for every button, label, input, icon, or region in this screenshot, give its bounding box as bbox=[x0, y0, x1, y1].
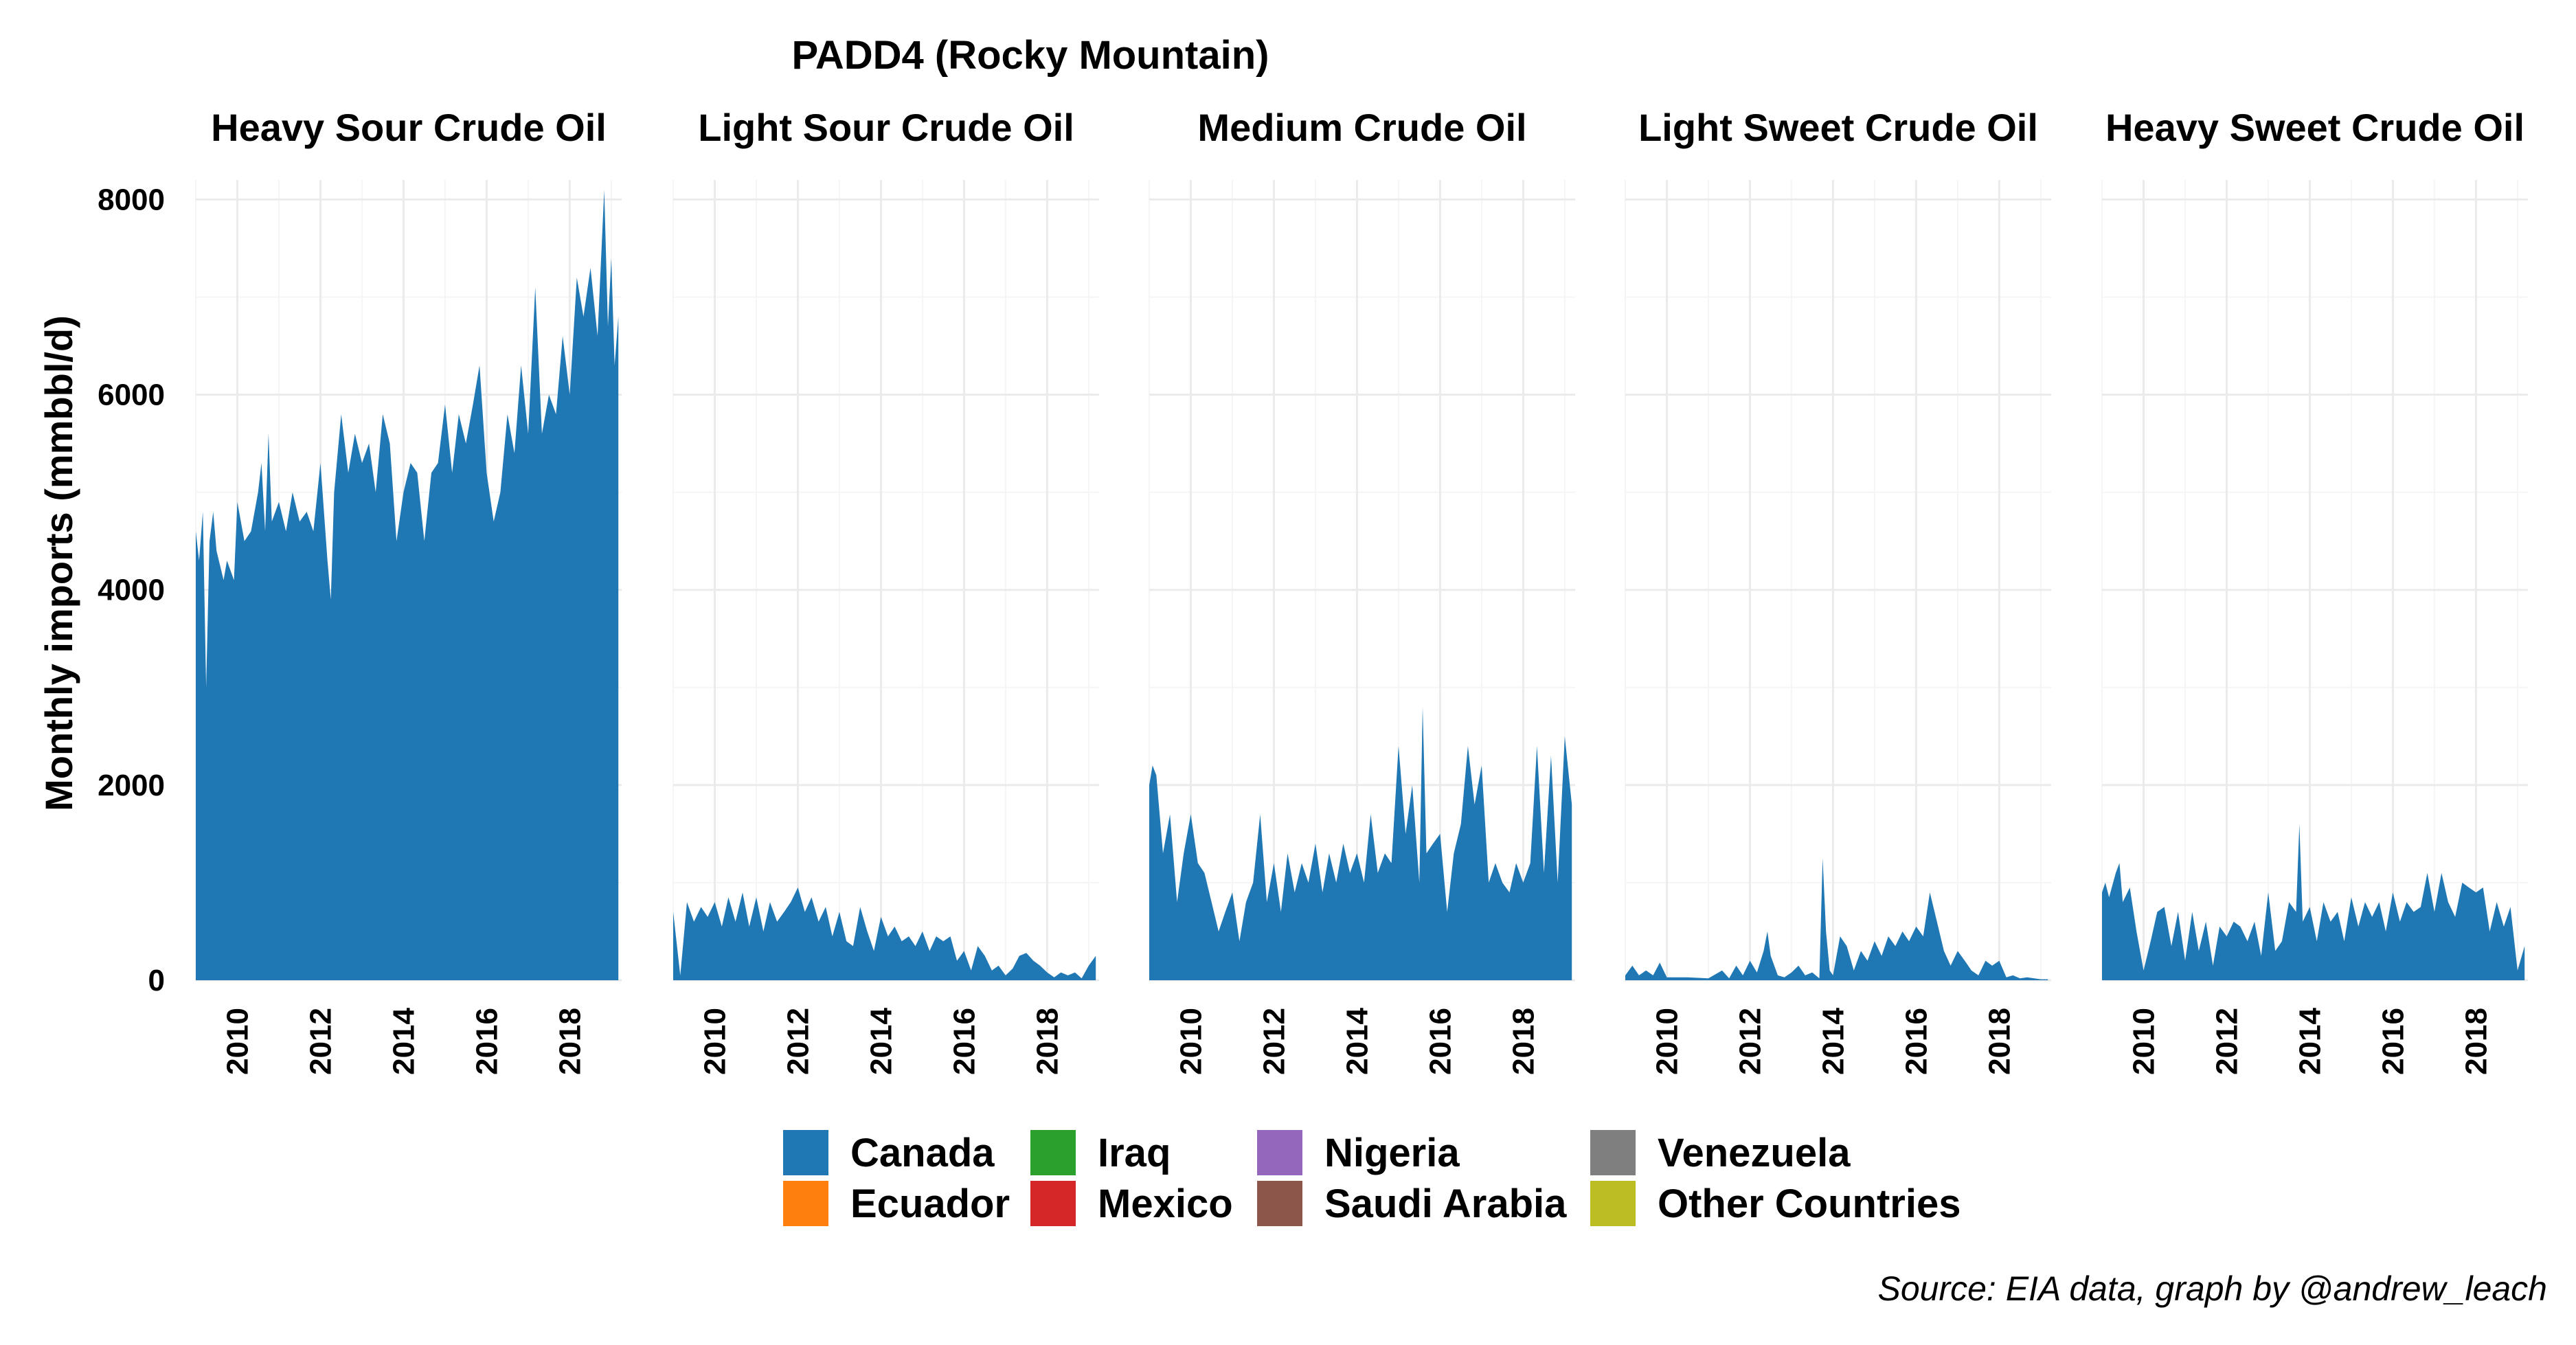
x-tick-label: 2010 bbox=[2127, 1008, 2160, 1075]
legend-swatch bbox=[1590, 1181, 1636, 1226]
legend-label: Venezuela bbox=[1658, 1131, 1851, 1175]
x-tick-label: 2016 bbox=[1899, 1008, 1933, 1075]
y-tick-label: 0 bbox=[148, 964, 165, 997]
x-tick-label: 2018 bbox=[1982, 1008, 2016, 1075]
facet-title: Heavy Sour Crude Oil bbox=[211, 106, 607, 149]
facet-title: Heavy Sweet Crude Oil bbox=[2105, 106, 2524, 149]
legend-item: Saudi Arabia bbox=[1257, 1181, 1567, 1226]
x-tick-label: 2012 bbox=[1257, 1008, 1291, 1075]
facet-panel: Heavy Sweet Crude Oil 2010 2012 2014 2016 201… bbox=[2101, 106, 2528, 1075]
x-tick-label: 2014 bbox=[864, 1007, 898, 1074]
legend-label: Nigeria bbox=[1324, 1131, 1460, 1175]
legend-item: Nigeria bbox=[1257, 1130, 1460, 1175]
area-series-canada bbox=[673, 888, 1096, 980]
legend-label: Ecuador bbox=[850, 1182, 1010, 1226]
x-tick-label: 2012 bbox=[781, 1008, 815, 1075]
x-tick-label: 2010 bbox=[698, 1008, 732, 1075]
y-axis-label: Monthly imports (mmbbl/d) bbox=[37, 315, 80, 811]
x-tick-label: 2010 bbox=[1650, 1008, 1684, 1075]
area-series-canada bbox=[1149, 707, 1572, 980]
x-tick-label: 2010 bbox=[221, 1008, 254, 1075]
x-tick-label: 2018 bbox=[2459, 1008, 2493, 1075]
legend-swatch bbox=[783, 1130, 828, 1175]
area-series-canada bbox=[1625, 858, 2048, 980]
legend-item: Ecuador bbox=[783, 1181, 1010, 1226]
chart-title: PADD4 (Rocky Mountain) bbox=[792, 33, 1269, 78]
x-tick-label: 2018 bbox=[553, 1008, 587, 1075]
x-tick-label: 2012 bbox=[2210, 1008, 2244, 1075]
facet-panel: Heavy Sour Crude Oil 2010 2012 2014 2016 2018… bbox=[98, 106, 622, 1075]
legend-swatch bbox=[1257, 1181, 1302, 1226]
facet-title: Light Sweet Crude Oil bbox=[1638, 106, 2038, 149]
x-tick-label: 2014 bbox=[387, 1007, 420, 1074]
legend: Canada Ecuador Iraq Mexico Nigeria Saudi Arab… bbox=[783, 1130, 1961, 1226]
legend-label: Other Countries bbox=[1658, 1182, 1961, 1226]
y-tick-label: 8000 bbox=[98, 183, 165, 216]
legend-item: Canada bbox=[783, 1130, 995, 1175]
legend-swatch bbox=[1030, 1181, 1076, 1226]
legend-item: Iraq bbox=[1030, 1130, 1171, 1175]
legend-swatch bbox=[1030, 1130, 1076, 1175]
x-tick-label: 2018 bbox=[1506, 1008, 1540, 1075]
y-tick-label: 4000 bbox=[98, 574, 165, 607]
x-tick-label: 2016 bbox=[1423, 1008, 1457, 1075]
x-tick-label: 2018 bbox=[1030, 1008, 1064, 1075]
chart-caption: Source: EIA data, graph by @andrew_leach bbox=[1878, 1269, 2548, 1308]
area-series-canada bbox=[2102, 824, 2525, 980]
x-tick-label: 2014 bbox=[2293, 1007, 2327, 1074]
facet-panel: Medium Crude Oil 2010 2012 2014 2016 2018 bbox=[1149, 106, 1575, 1075]
legend-swatch bbox=[1590, 1130, 1636, 1175]
x-tick-label: 2010 bbox=[1174, 1008, 1208, 1075]
x-tick-label: 2016 bbox=[2376, 1008, 2410, 1075]
legend-label: Canada bbox=[850, 1131, 995, 1175]
facet-panel: Light Sweet Crude Oil 2010 2012 2014 2016 201… bbox=[1625, 106, 2051, 1075]
legend-label: Saudi Arabia bbox=[1324, 1182, 1567, 1226]
legend-item: Venezuela bbox=[1590, 1130, 1851, 1175]
x-tick-label: 2016 bbox=[470, 1008, 504, 1075]
facet-title: Medium Crude Oil bbox=[1197, 106, 1526, 149]
y-tick-label: 2000 bbox=[98, 769, 165, 802]
x-tick-label: 2012 bbox=[304, 1008, 337, 1075]
y-tick-label: 6000 bbox=[98, 378, 165, 412]
facet-panel: Light Sour Crude Oil 2010 2012 2014 2016 2018 bbox=[673, 106, 1099, 1075]
x-tick-label: 2012 bbox=[1733, 1008, 1767, 1075]
x-tick-label: 2014 bbox=[1816, 1007, 1850, 1074]
facet-title: Light Sour Crude Oil bbox=[698, 106, 1074, 149]
legend-swatch bbox=[783, 1181, 828, 1226]
legend-label: Mexico bbox=[1098, 1182, 1233, 1226]
legend-item: Mexico bbox=[1030, 1181, 1233, 1226]
x-tick-label: 2016 bbox=[947, 1008, 981, 1075]
area-series-canada bbox=[196, 190, 619, 981]
legend-item: Other Countries bbox=[1590, 1181, 1961, 1226]
x-tick-label: 2014 bbox=[1340, 1007, 1374, 1074]
facet-panels: Heavy Sour Crude Oil 2010 2012 2014 2016 2018… bbox=[98, 106, 2528, 1075]
legend-swatch bbox=[1257, 1130, 1302, 1175]
legend-label: Iraq bbox=[1098, 1131, 1171, 1175]
